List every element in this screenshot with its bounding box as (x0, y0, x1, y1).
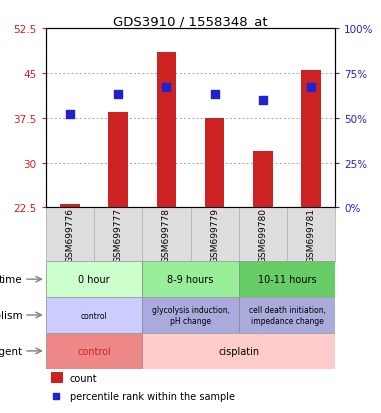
Text: GSM699776: GSM699776 (66, 207, 74, 262)
Text: control: control (77, 346, 111, 356)
Text: count: count (70, 373, 98, 383)
FancyBboxPatch shape (46, 297, 142, 333)
Text: time: time (0, 275, 22, 285)
FancyBboxPatch shape (142, 297, 239, 333)
Point (211, 92, 218, 98)
Point (308, 85, 314, 91)
Text: GSM699777: GSM699777 (114, 207, 123, 262)
FancyBboxPatch shape (239, 261, 335, 297)
FancyBboxPatch shape (142, 333, 335, 369)
FancyBboxPatch shape (46, 333, 142, 369)
Point (260, 97, 266, 104)
Text: percentile rank within the sample: percentile rank within the sample (70, 391, 235, 401)
Bar (157, 53, 176, 208)
FancyBboxPatch shape (46, 261, 142, 297)
Point (115, 92, 121, 98)
Text: 0 hour: 0 hour (78, 275, 110, 285)
Text: glycolysis induction,
pH change: glycolysis induction, pH change (152, 306, 229, 325)
Point (163, 85, 170, 91)
FancyBboxPatch shape (142, 261, 239, 297)
Bar (301, 71, 321, 208)
Point (53, 392, 59, 399)
Point (67, 112, 73, 118)
Text: GSM699779: GSM699779 (210, 207, 219, 262)
FancyBboxPatch shape (239, 297, 335, 333)
Bar (51, 373, 62, 383)
Text: 8-9 hours: 8-9 hours (167, 275, 214, 285)
Text: control: control (81, 311, 107, 320)
Text: metabolism: metabolism (0, 310, 22, 320)
Text: 10-11 hours: 10-11 hours (258, 275, 316, 285)
Text: agent: agent (0, 346, 22, 356)
Text: GSM699780: GSM699780 (258, 207, 267, 262)
Text: cisplatin: cisplatin (218, 346, 259, 356)
Text: GSM699778: GSM699778 (162, 207, 171, 262)
Text: cell death initiation,
impedance change: cell death initiation, impedance change (248, 306, 325, 325)
Title: GDS3910 / 1558348_at: GDS3910 / 1558348_at (113, 15, 268, 28)
Text: GSM699781: GSM699781 (307, 207, 315, 262)
Bar (205, 119, 224, 208)
Bar (60, 205, 80, 208)
Bar (253, 151, 272, 208)
Bar (109, 112, 128, 208)
